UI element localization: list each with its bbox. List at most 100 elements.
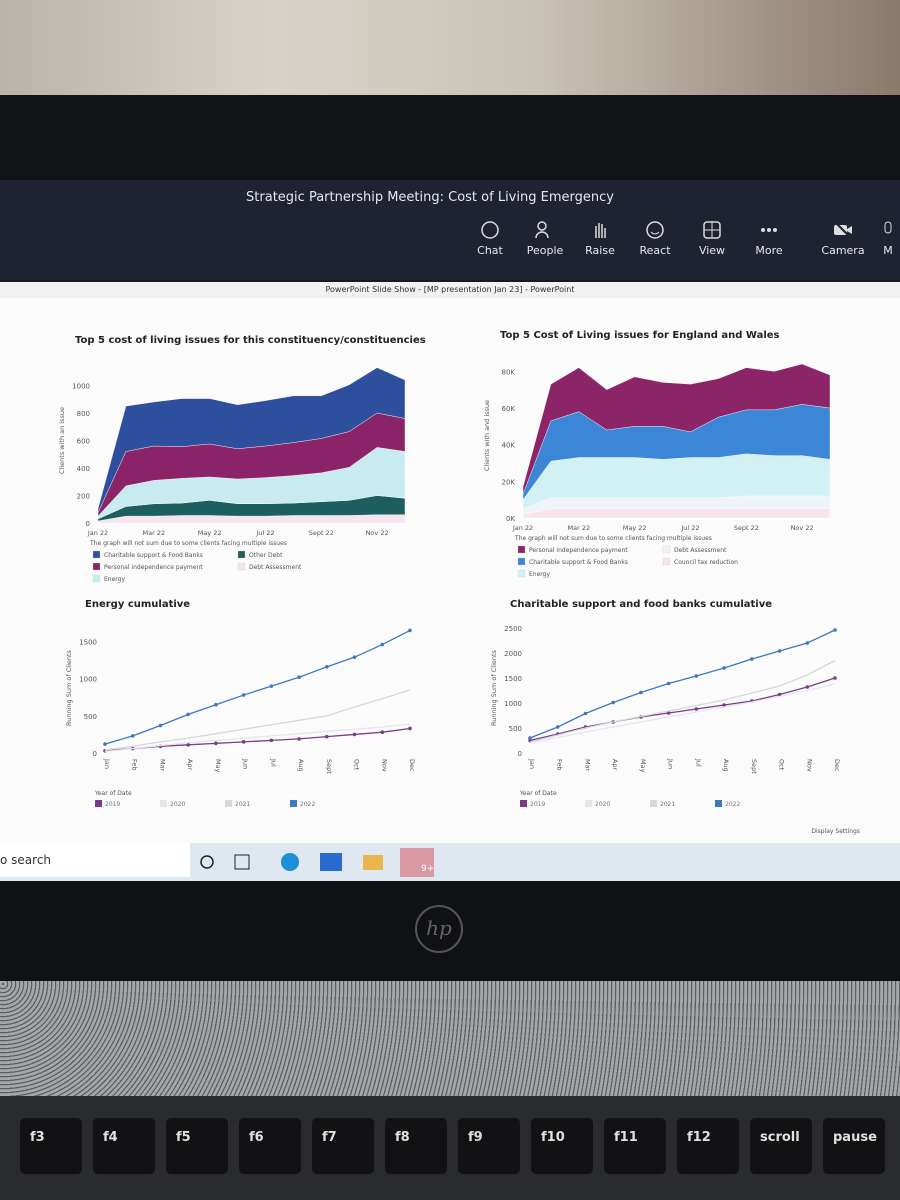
line-point	[777, 649, 782, 653]
y-tick-label: 500	[84, 713, 97, 721]
taskbar-icons: 9+	[200, 848, 434, 877]
x-tick-label: May	[214, 759, 222, 773]
icon	[481, 221, 499, 239]
y-axis-label: Running Sum of Clients	[65, 649, 73, 725]
key[interactable]: scroll	[750, 1118, 812, 1174]
chat-button[interactable]: Chat	[460, 220, 520, 257]
icon	[595, 223, 606, 238]
key[interactable]: f8	[385, 1118, 447, 1174]
icon	[646, 221, 664, 239]
chart: Top 5 Cost of Living issues for England …	[483, 330, 831, 578]
y-tick-label: 1500	[504, 675, 522, 683]
people-button[interactable]: People	[515, 220, 575, 257]
x-tick-label: Jul 22	[680, 524, 699, 532]
key[interactable]: f10	[531, 1118, 593, 1174]
icon	[535, 221, 549, 239]
x-tick-label: Aug	[722, 759, 730, 772]
legend-label: 2022	[725, 801, 740, 808]
button-label: More	[755, 244, 783, 257]
legend-title: Year of Date	[94, 790, 132, 797]
legend-swatch	[520, 800, 527, 807]
y-tick-label: 40K	[502, 442, 516, 450]
line-point	[805, 685, 810, 689]
legend-label: 2020	[170, 801, 185, 808]
y-tick-label: 1000	[72, 383, 90, 391]
legend-swatch	[517, 569, 526, 578]
key[interactable]: pause	[823, 1118, 885, 1174]
line-point	[805, 641, 810, 645]
line-point	[241, 740, 246, 744]
legend-label: Personal independence payment	[104, 564, 203, 571]
key[interactable]: f4	[93, 1118, 155, 1174]
meeting-title: Strategic Partnership Meeting: Cost of L…	[246, 190, 614, 205]
legend-label: Debt Assessment	[674, 547, 727, 554]
line-point	[750, 657, 754, 661]
y-tick-label: 0	[518, 750, 522, 758]
view-button[interactable]: View	[682, 220, 742, 257]
legend-label: 2020	[595, 801, 610, 808]
brand-logo: hp	[415, 905, 463, 953]
line-point	[186, 743, 190, 747]
x-tick-label: Sept 22	[309, 529, 334, 537]
camera-button[interactable]: Camera	[813, 220, 873, 257]
display-settings[interactable]: Display Settings	[811, 828, 860, 835]
x-tick-label: Feb	[131, 759, 139, 771]
key[interactable]: f9	[458, 1118, 520, 1174]
mic-button[interactable]: M	[868, 220, 900, 257]
line-point	[611, 700, 615, 705]
key[interactable]: f11	[604, 1118, 666, 1174]
key[interactable]: f7	[312, 1118, 374, 1174]
task-view-icon[interactable]	[234, 854, 250, 870]
key[interactable]: f5	[166, 1118, 228, 1174]
area-series	[97, 367, 406, 513]
start-icon[interactable]	[200, 855, 214, 869]
line-point	[408, 726, 412, 731]
legend-title: Year of Date	[519, 790, 557, 797]
keyboard: f3 f4 f5 f6 f7 f8 f9 f10 f11 f12 scroll pause	[0, 1096, 900, 1200]
key[interactable]: f12	[677, 1118, 739, 1174]
folder-icon[interactable]	[363, 855, 383, 870]
teams-icon[interactable]	[400, 848, 434, 877]
y-tick-label: 800	[77, 410, 90, 418]
chart-note: The graph will not sum due to some clien…	[89, 540, 287, 547]
line-point	[214, 702, 218, 707]
line-point	[186, 712, 190, 717]
icon	[761, 228, 777, 232]
legend-label: Energy	[104, 576, 125, 583]
line-series	[529, 677, 836, 742]
x-tick-label: Mar 22	[568, 524, 591, 532]
x-tick-label: May 22	[198, 529, 222, 537]
legend-label: Debt Assessment	[249, 564, 302, 571]
button-label: Camera	[821, 244, 865, 257]
x-tick-label: Sept 22	[734, 524, 759, 532]
line-point	[639, 690, 643, 695]
y-axis-label: Clients with and issue	[483, 400, 491, 471]
key[interactable]: f3	[20, 1118, 82, 1174]
legend-swatch	[715, 800, 722, 807]
line-point	[158, 723, 163, 728]
y-tick-label: 600	[77, 438, 90, 446]
legend-swatch	[237, 550, 246, 559]
y-tick-label: 500	[509, 725, 522, 733]
line-series	[104, 727, 411, 752]
x-tick-label: Jan	[528, 758, 536, 769]
chart-title: Charitable support and food banks cumula…	[510, 599, 772, 610]
line-point	[380, 642, 385, 647]
outlook-icon[interactable]	[320, 853, 342, 871]
react-button[interactable]: React	[625, 220, 685, 257]
raise-button[interactable]: Raise	[570, 220, 630, 257]
y-tick-label: 20K	[502, 478, 516, 486]
x-tick-label: Sept	[750, 759, 758, 774]
chart-note: The graph will not sum due to some clien…	[514, 535, 712, 542]
x-tick-label: Apr	[611, 759, 619, 771]
edge-icon[interactable]	[281, 853, 299, 871]
line-point	[722, 703, 726, 707]
line-point	[528, 736, 532, 740]
chart: Charitable support and food banks cumula…	[490, 599, 841, 808]
y-tick-label: 200	[77, 493, 90, 501]
icon	[834, 221, 852, 239]
more-button[interactable]: More	[739, 220, 799, 257]
chart-title: Top 5 cost of living issues for this con…	[75, 335, 426, 346]
search-box[interactable]: o search	[0, 843, 190, 877]
key[interactable]: f6	[239, 1118, 301, 1174]
